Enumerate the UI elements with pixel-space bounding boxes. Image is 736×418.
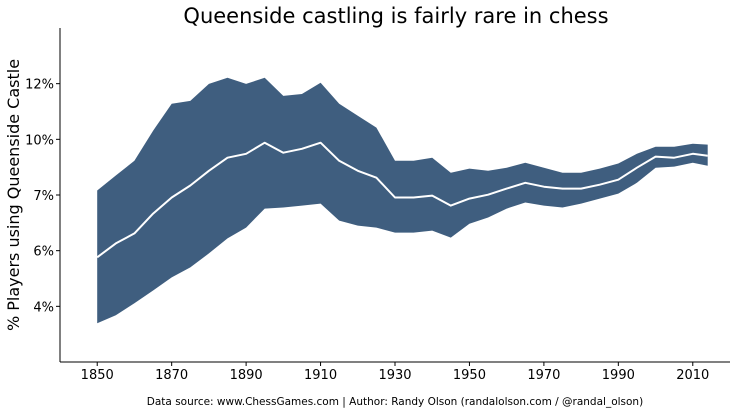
- x-tick-label: 1930: [378, 368, 411, 383]
- axes: 1850 1870 1890 1910 1930 1950 1970 1990 2010 4% 6%…: [25, 28, 730, 383]
- x-tick-label: 1910: [304, 368, 337, 383]
- plot-area: [96, 77, 708, 324]
- source-note: Data source: www.ChessGames.com | Author…: [147, 396, 643, 408]
- x-tick-label: 1990: [602, 368, 635, 383]
- chart-title: Queenside castling is fairly rare in che…: [183, 4, 608, 28]
- x-tick-label: 1970: [527, 368, 560, 383]
- x-tick-label: 1950: [453, 368, 486, 383]
- y-tick-label: 12%: [25, 78, 54, 93]
- y-tick-label: 7%: [33, 189, 54, 204]
- mean-line: [96, 141, 708, 259]
- y-tick-label: 4%: [33, 300, 54, 315]
- y-tick-label: 6%: [33, 245, 54, 260]
- confidence-band: [97, 77, 708, 324]
- x-tick-label: 2010: [676, 368, 709, 383]
- y-tick-label: 10%: [25, 133, 54, 148]
- x-tick-label: 1890: [230, 368, 263, 383]
- x-tick-label: 1850: [81, 368, 114, 383]
- x-tick-label: 1870: [155, 368, 188, 383]
- y-axis-label: % Players using Queenside Castle: [4, 59, 23, 331]
